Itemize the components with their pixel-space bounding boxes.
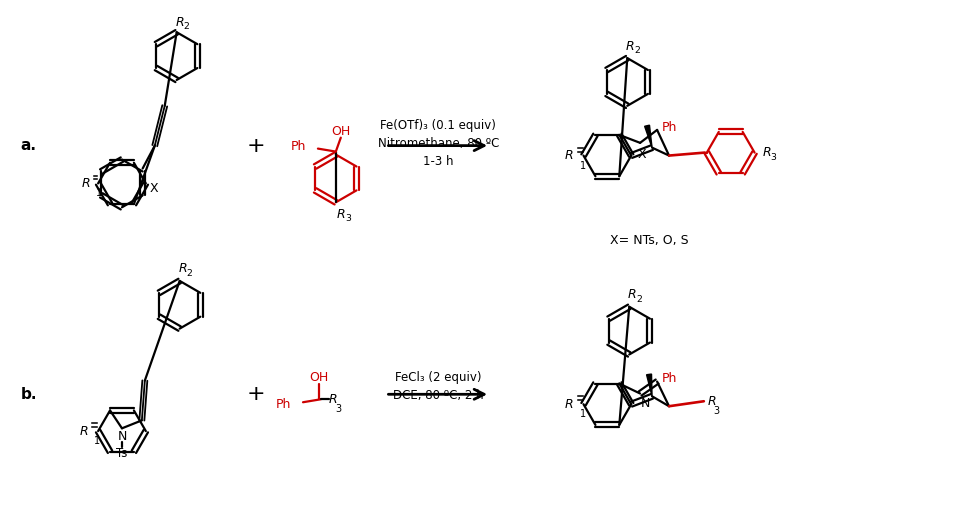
Text: Ph: Ph (290, 140, 306, 153)
Text: 3: 3 (334, 404, 340, 414)
Text: OH: OH (309, 371, 329, 384)
Text: R: R (175, 16, 184, 29)
Text: 1: 1 (94, 436, 100, 446)
Text: Ts: Ts (116, 447, 127, 460)
Text: N: N (117, 430, 126, 443)
Text: Nitromethane, 80 ºC: Nitromethane, 80 ºC (378, 137, 499, 150)
Text: R: R (707, 395, 716, 408)
Text: Fe(OTf)₃ (0.1 equiv): Fe(OTf)₃ (0.1 equiv) (379, 119, 496, 132)
Text: R: R (625, 40, 634, 53)
Text: DCE, 80 ºC, 2 h: DCE, 80 ºC, 2 h (392, 389, 483, 402)
Text: X: X (637, 148, 645, 161)
Text: 3: 3 (770, 152, 776, 161)
Polygon shape (645, 374, 651, 396)
Text: 3: 3 (344, 214, 350, 223)
Text: a.: a. (21, 138, 36, 153)
Text: 1-3 h: 1-3 h (422, 155, 453, 168)
Polygon shape (644, 125, 651, 148)
Text: R: R (336, 208, 345, 221)
Text: +: + (246, 384, 265, 404)
Text: Ph: Ph (276, 398, 290, 411)
Text: 1: 1 (579, 161, 585, 171)
Text: R: R (762, 146, 770, 159)
Text: FeCl₃ (2 equiv): FeCl₃ (2 equiv) (394, 371, 481, 384)
Text: 2: 2 (187, 269, 193, 278)
Text: OH: OH (331, 125, 350, 138)
Text: 2: 2 (634, 46, 640, 55)
Text: R: R (178, 263, 187, 276)
Text: R: R (627, 288, 636, 301)
Text: 2: 2 (636, 295, 642, 304)
Text: 2: 2 (184, 22, 190, 31)
Text: R: R (564, 149, 573, 162)
Text: R: R (81, 177, 90, 190)
Text: 3: 3 (713, 406, 719, 416)
Text: R: R (564, 398, 573, 411)
Text: 1: 1 (579, 409, 585, 419)
Text: +: + (246, 136, 265, 156)
Text: R: R (329, 393, 337, 406)
Text: N: N (640, 397, 649, 410)
Text: Ph: Ph (661, 372, 677, 385)
Text: 1: 1 (96, 188, 102, 198)
Text: b.: b. (21, 387, 37, 402)
Text: R: R (79, 424, 88, 437)
Text: Ph: Ph (661, 121, 677, 134)
Text: X= NTs, O, S: X= NTs, O, S (609, 234, 688, 246)
Text: X: X (150, 182, 157, 195)
